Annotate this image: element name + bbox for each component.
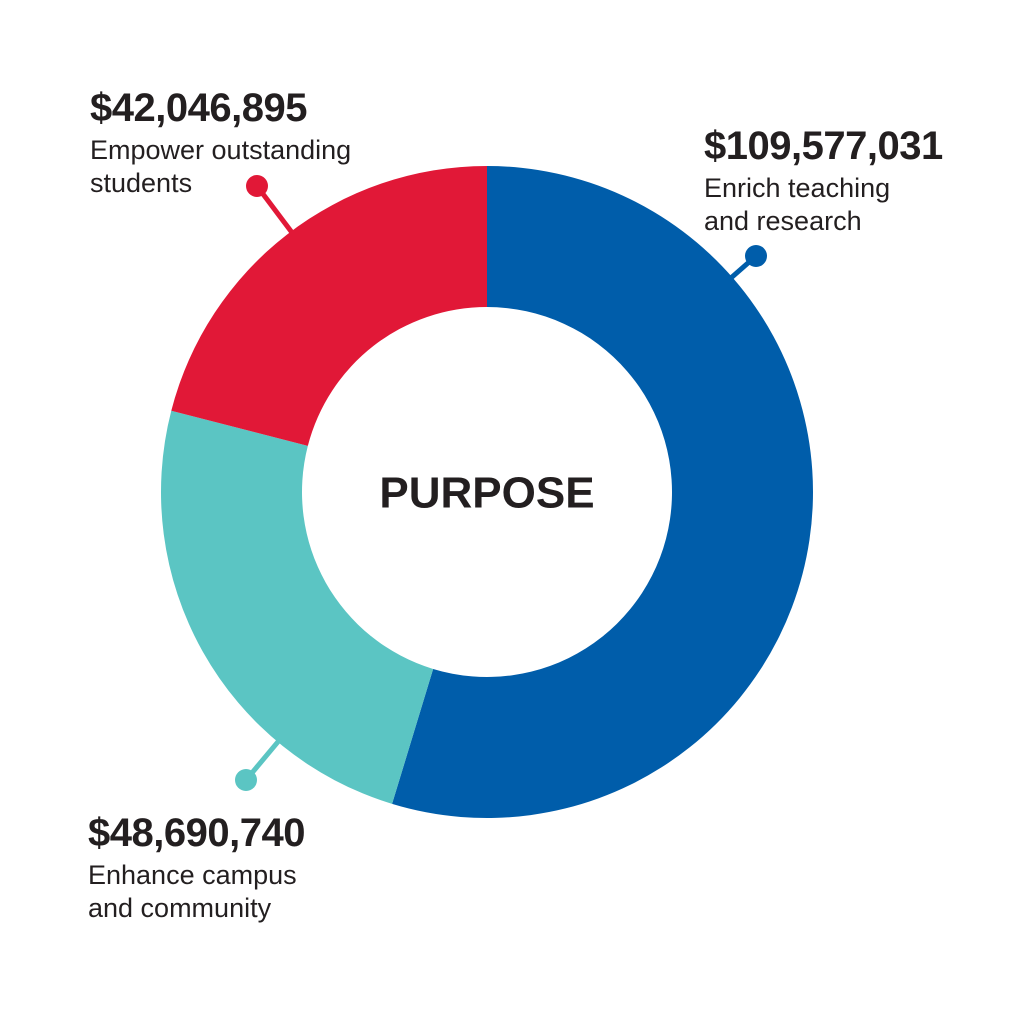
slice-description: Empower outstanding students	[90, 134, 351, 200]
leader-dot-empower-students	[246, 175, 268, 197]
slice-description: Enrich teaching and research	[704, 172, 943, 238]
leader-dot-enhance-campus	[235, 769, 257, 791]
slice-description-line: Enrich teaching	[704, 173, 891, 203]
slice-description-line: Empower outstanding	[90, 135, 352, 165]
slice-amount: $109,577,031	[704, 124, 943, 168]
slice-label-empower-students: $42,046,895 Empower outstanding students	[90, 88, 351, 200]
callout-leaders	[235, 175, 767, 791]
slice-amount: $42,046,895	[90, 86, 307, 130]
leader-dot-enrich-teaching	[745, 245, 767, 267]
slice-description-line: students	[90, 168, 193, 198]
donut-slice-enrich-teaching	[392, 166, 813, 818]
donut-slice-enhance-campus	[160, 410, 434, 804]
slice-description: Enhance campus and community	[88, 859, 305, 925]
slice-label-enhance-campus: $48,690,740 Enhance campus and community	[88, 813, 305, 925]
slice-description-line: and community	[88, 893, 272, 923]
donut-slices	[160, 166, 813, 818]
center-label: PURPOSE	[379, 469, 594, 518]
slice-description-line: Enhance campus	[88, 860, 297, 890]
slice-description-line: and research	[704, 206, 862, 236]
slice-label-enrich-teaching: $109,577,031 Enrich teaching and researc…	[704, 126, 943, 238]
donut-slice-empower-students	[171, 166, 487, 446]
slice-amount: $48,690,740	[88, 811, 305, 855]
